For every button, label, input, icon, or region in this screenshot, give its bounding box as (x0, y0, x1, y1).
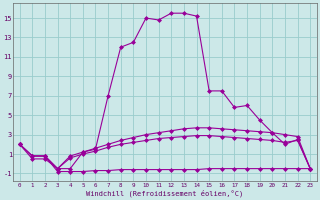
X-axis label: Windchill (Refroidissement éolien,°C): Windchill (Refroidissement éolien,°C) (86, 189, 244, 197)
